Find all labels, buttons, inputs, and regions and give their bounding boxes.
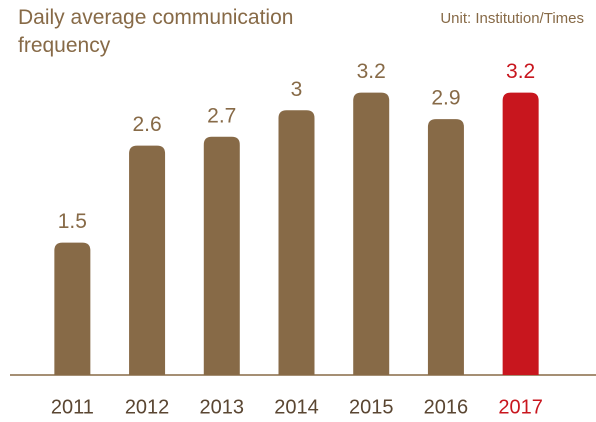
x-tick-label: 2017 (498, 396, 543, 418)
bar (353, 92, 390, 375)
x-tick-label: 2012 (125, 396, 170, 418)
value-label: 3 (291, 78, 303, 101)
value-label: 3.2 (506, 60, 535, 83)
bar (278, 110, 315, 375)
bar (203, 136, 240, 375)
value-label: 2.7 (207, 104, 236, 127)
x-tick-label: 2016 (424, 396, 469, 418)
bar (54, 242, 91, 375)
bar (129, 145, 166, 375)
value-label: 2.9 (431, 87, 460, 110)
x-tick-label: 2011 (51, 396, 94, 418)
chart-title: Daily average communication frequency (18, 6, 294, 57)
x-tick-label: 2015 (349, 396, 394, 418)
value-label: 2.6 (132, 113, 161, 136)
x-tick-label: 2014 (274, 396, 319, 418)
value-label: 1.5 (58, 210, 87, 233)
value-label: 3.2 (357, 60, 386, 83)
chart-subtitle: Unit: Institution/Times (440, 10, 584, 27)
x-tick-label: 2013 (200, 396, 245, 418)
bar (427, 119, 464, 375)
bar (502, 92, 539, 375)
